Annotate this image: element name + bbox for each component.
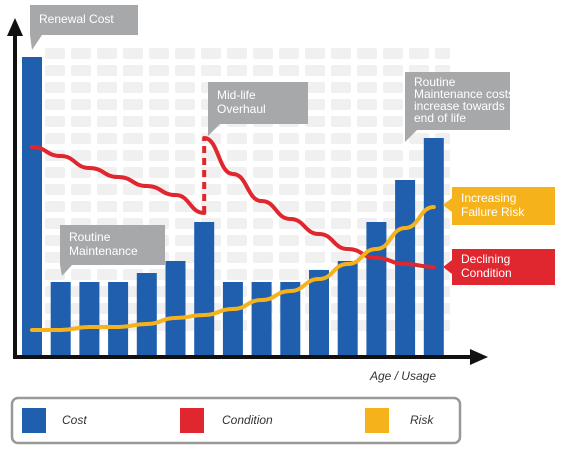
callout-text: Increasing	[461, 191, 516, 205]
plot-area	[22, 57, 444, 357]
bar	[22, 57, 42, 357]
legend-label: Condition	[222, 413, 273, 427]
line	[30, 145, 207, 215]
annotations: Renewal CostMid-lifeOverhaulRoutineMaint…	[30, 5, 555, 285]
bar	[108, 282, 129, 357]
callout-text: Routine	[414, 75, 456, 89]
bar	[309, 270, 329, 357]
legend-swatch	[365, 408, 389, 433]
callout-box	[452, 187, 555, 225]
callout-text: Failure Risk	[461, 205, 525, 219]
callout-box	[452, 249, 555, 285]
bar	[79, 282, 100, 357]
bar	[251, 282, 272, 357]
callout-pointer	[405, 130, 417, 142]
bar	[50, 282, 71, 357]
axes: Age / Usage	[7, 18, 488, 383]
bar	[136, 273, 157, 357]
callout-text: end of life	[414, 111, 466, 125]
callout-box	[405, 72, 510, 130]
y-axis-arrow	[7, 18, 23, 36]
callout-text: Mid-life	[217, 88, 256, 102]
legend: Cost Condition Risk	[10, 396, 462, 445]
callout-text: Overhaul	[217, 102, 266, 116]
callout-pointer	[30, 35, 42, 50]
callout-pointer	[443, 198, 452, 212]
callout-text: Renewal Cost	[39, 12, 114, 26]
legend-label: Risk	[410, 413, 434, 427]
x-axis-arrow	[470, 349, 488, 365]
bar	[165, 261, 186, 357]
bar	[194, 222, 215, 357]
bar	[222, 282, 243, 357]
callout-box	[30, 5, 138, 35]
legend-swatch	[180, 408, 204, 433]
bar	[337, 261, 358, 357]
callout-pointer	[208, 124, 220, 136]
bar	[366, 222, 387, 357]
legend-box	[10, 396, 462, 445]
bar	[423, 138, 444, 357]
bar	[395, 180, 416, 357]
callout-text: Declining	[461, 252, 510, 266]
legend-label: Cost	[62, 413, 87, 427]
callout-text: Routine	[69, 230, 111, 244]
legend-swatch	[22, 408, 46, 433]
line	[202, 136, 436, 269]
callout-text: Condition	[461, 266, 512, 280]
line	[30, 205, 436, 332]
callout-text: increase towards	[414, 99, 505, 113]
x-axis-label: Age / Usage	[369, 369, 436, 383]
callout-text: Maintenance	[69, 244, 138, 258]
callout-pointer	[443, 260, 452, 274]
callout-text: Maintenance costs	[414, 87, 514, 101]
callout-box	[208, 82, 308, 124]
callout-box	[60, 225, 165, 265]
callout-pointer	[60, 265, 72, 276]
bar	[280, 282, 301, 357]
